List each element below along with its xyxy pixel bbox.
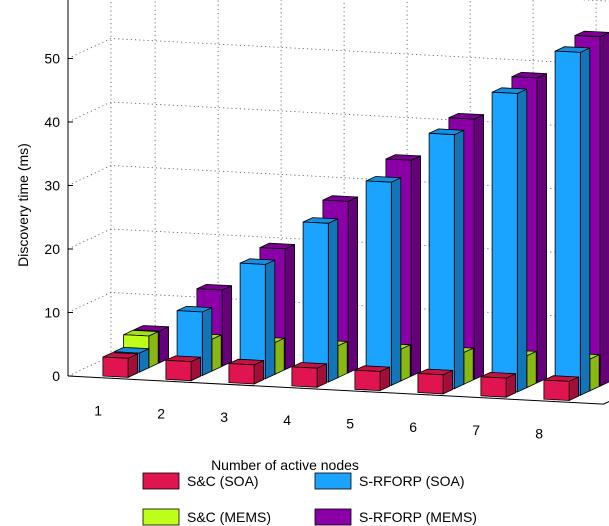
legend-swatch-srforp-soa — [314, 472, 352, 490]
x-tick-label-4: 4 — [283, 412, 291, 428]
bar-side-face — [148, 330, 159, 369]
legend: S&C (SOA) S-RFORP (SOA) S&C (MEMS) S-RFO… — [142, 472, 477, 526]
bar-s-c-soa-5 — [354, 365, 391, 392]
y-tick-label-60: 60 — [44, 0, 60, 3]
bar-s-c-soa-8 — [543, 375, 579, 402]
bar-front-face — [291, 366, 318, 388]
bar-side-face — [463, 347, 474, 385]
bar-s-c-soa-2 — [165, 355, 202, 382]
y-tick-label-40: 40 — [44, 114, 60, 130]
legend-label-srforp-mems: S-RFORP (MEMS) — [359, 509, 477, 525]
bar-s-rforp-soa-8 — [554, 46, 591, 396]
bar-s-c-soa-1 — [102, 352, 139, 379]
y-axis-title: Discovery time (ms) — [15, 143, 31, 267]
bar-side-face — [473, 114, 485, 381]
x-tick-label-1: 1 — [94, 402, 102, 418]
bar-s-c-soa-4 — [291, 362, 328, 388]
bar-side-face — [211, 334, 222, 372]
bar-side-face — [347, 196, 359, 374]
legend-swatch-srforp-mems — [314, 508, 352, 526]
y-tick-label-20: 20 — [44, 241, 60, 257]
bar-front-face — [354, 369, 381, 392]
bar-front-face — [428, 132, 455, 390]
bar-front-face — [365, 180, 392, 386]
bars-layer — [102, 30, 609, 402]
bar-front-face — [554, 50, 581, 396]
legend-label-sc-soa: S&C (SOA) — [187, 473, 259, 489]
bar-side-face — [453, 129, 465, 390]
legend-entry-0: S&C (SOA) — [142, 472, 259, 490]
gridline-x-1 — [111, 0, 156, 379]
grid-layer — [67, 0, 609, 402]
legend-entry-2: S-RFORP (SOA) — [314, 472, 465, 490]
bar-front-face — [491, 91, 518, 393]
bar-s-c-soa-7 — [480, 371, 516, 398]
bar-s-rforp-soa-7 — [491, 87, 528, 393]
bar-front-face — [228, 363, 255, 385]
y-tick-label-30: 30 — [44, 178, 60, 194]
legend-entry-3: S-RFORP (MEMS) — [314, 508, 477, 526]
bar-side-face — [410, 155, 422, 377]
y-tick-label-50: 50 — [44, 51, 60, 67]
bar-side-face — [599, 32, 609, 387]
bar-side-face — [284, 243, 296, 371]
bar-side-face — [579, 47, 591, 396]
x-tick-label-8: 8 — [535, 425, 543, 441]
legend-swatch-sc-mems — [142, 508, 180, 526]
legend-swatch-sc-soa — [142, 472, 180, 490]
bar-front-face — [102, 356, 129, 378]
bar-side-face — [516, 88, 528, 393]
bar-side-face — [274, 337, 285, 376]
bar-front-face — [543, 379, 570, 401]
x-tick-label-6: 6 — [409, 419, 417, 435]
bar-front-face — [302, 221, 329, 383]
bar-side-face — [536, 72, 547, 384]
gridline-y-50 — [67, 38, 609, 66]
bar-side-face — [264, 259, 276, 380]
bar-side-face — [526, 350, 537, 389]
bar-front-face — [480, 376, 507, 398]
bar-side-face — [221, 285, 233, 367]
gridline-y-60 — [579, 0, 609, 2]
bar-front-face — [165, 359, 192, 382]
bar-s-rforp-soa-5 — [365, 176, 402, 387]
legend-label-srforp-soa: S-RFORP (SOA) — [359, 473, 465, 489]
bar-side-face — [327, 218, 339, 383]
bar-s-c-soa-6 — [417, 368, 454, 395]
legend-label-sc-mems: S&C (MEMS) — [187, 509, 271, 525]
bar-s-c-soa-3 — [228, 358, 265, 385]
bar-s-rforp-soa-6 — [428, 128, 465, 390]
bar-side-face — [201, 306, 213, 377]
bar-s-rforp-soa-4 — [302, 217, 339, 383]
y-tick-label-0: 0 — [52, 368, 60, 384]
x-axis-title: Number of active nodes — [211, 457, 359, 473]
bar-side-face — [589, 354, 600, 392]
bar-s-rforp-soa-3 — [239, 258, 276, 380]
bar-side-face — [390, 177, 402, 387]
bar-side-face — [158, 326, 170, 364]
bar-side-face — [337, 340, 348, 379]
x-tick-label-5: 5 — [346, 416, 354, 432]
legend-entry-1: S&C (MEMS) — [142, 508, 271, 526]
axis-layer: 0 10 20 30 40 50 60 1 2 3 4 5 6 7 8 — [44, 0, 609, 441]
x-axis-line — [67, 375, 609, 405]
y-tick-label-10: 10 — [44, 305, 60, 321]
x-tick-label-7: 7 — [472, 422, 480, 438]
bar-front-face — [417, 373, 444, 395]
x-tick-label-3: 3 — [220, 409, 228, 425]
x-tick-label-2: 2 — [157, 406, 165, 422]
bar-side-face — [400, 344, 411, 382]
